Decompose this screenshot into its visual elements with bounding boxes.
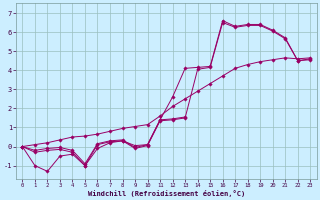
X-axis label: Windchill (Refroidissement éolien,°C): Windchill (Refroidissement éolien,°C) — [88, 190, 245, 197]
